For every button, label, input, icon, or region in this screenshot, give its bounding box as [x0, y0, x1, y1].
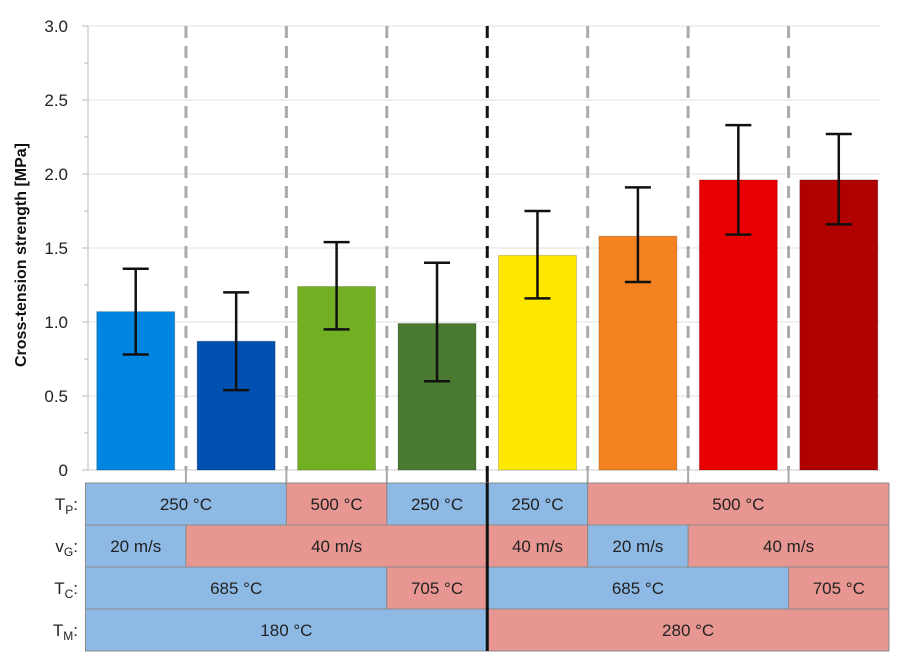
table-cell-text: 20 m/s: [110, 537, 161, 556]
y-tick-label: 1.5: [44, 239, 68, 258]
table-cell: [386, 482, 488, 526]
y-axis-label: Cross-tension strength [MPa]: [13, 143, 30, 367]
table-cell: [687, 524, 890, 568]
table-cell: [486, 608, 890, 652]
y-tick-label: 2.0: [44, 165, 68, 184]
table-cell-text: 500 °C: [712, 495, 764, 514]
error-bars: [122, 123, 852, 392]
table-cell: [185, 524, 488, 568]
table-cell-text: 705 °C: [411, 579, 463, 598]
table-cell-text: 180 °C: [260, 621, 312, 640]
table-cell-text: 40 m/s: [763, 537, 814, 556]
table-cell-text: 250 °C: [511, 495, 563, 514]
table-cell-text: 250 °C: [160, 495, 212, 514]
table-cell: [486, 524, 589, 568]
y-tick-label: 1.0: [44, 313, 68, 332]
table-cell: [85, 482, 287, 526]
table-cell-text: 280 °C: [662, 621, 714, 640]
table-cell-text: 40 m/s: [512, 537, 563, 556]
table-cell: [486, 566, 790, 610]
table-cell: [386, 566, 488, 610]
row-label: TC:: [54, 579, 78, 601]
table-cell-text: 250 °C: [411, 495, 463, 514]
y-tick-label: 0.5: [44, 387, 68, 406]
y-tick-label: 3.0: [44, 17, 68, 36]
table-cell: [486, 482, 589, 526]
table-cell-text: 685 °C: [210, 579, 262, 598]
bar: [799, 179, 879, 471]
y-tick-label: 2.5: [44, 91, 68, 110]
table-cell-text: 705 °C: [813, 579, 865, 598]
category-dividers: [184, 26, 791, 483]
table-cell: [788, 566, 890, 610]
y-tick-label: 0: [59, 461, 68, 480]
table-cell: [85, 608, 488, 652]
table-cell-text: 40 m/s: [311, 537, 362, 556]
row-label: TM:: [53, 621, 78, 643]
row-label: TP:: [55, 495, 78, 517]
table-cell-text: 20 m/s: [612, 537, 663, 556]
parameter-table: TP: 250 °C 500 °C 250 °C 250 °C 500 °C vG: 20 m…: [53, 482, 890, 652]
row-label: vG:: [55, 537, 78, 559]
table-cell-text: 685 °C: [612, 579, 664, 598]
table-cell-text: 500 °C: [311, 495, 363, 514]
